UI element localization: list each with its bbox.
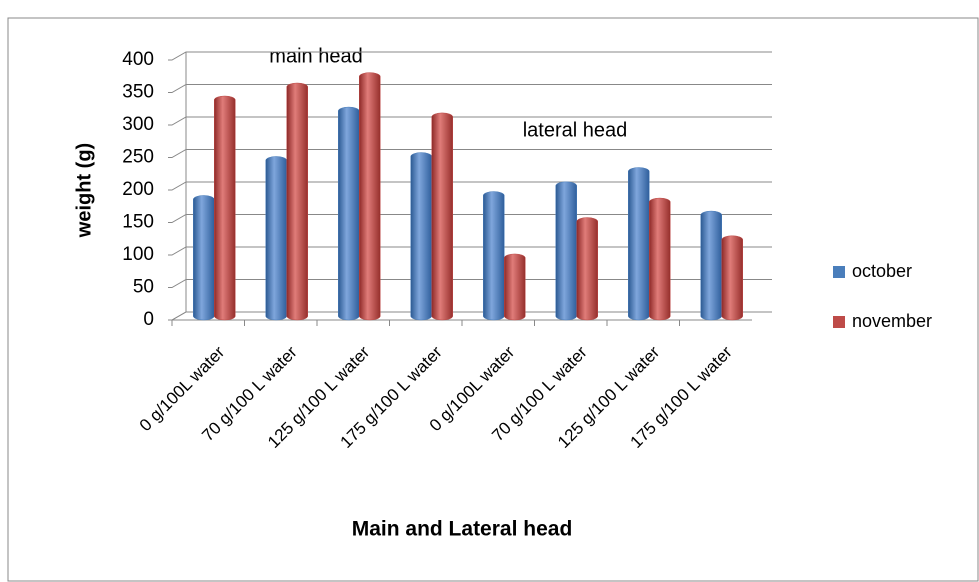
bar bbox=[214, 95, 236, 321]
grid-line bbox=[168, 149, 772, 158]
grid-line bbox=[168, 181, 772, 191]
legend-swatch bbox=[833, 266, 845, 278]
annotation: main head bbox=[269, 45, 362, 67]
y-tick-label: 400 bbox=[122, 49, 154, 70]
bar bbox=[359, 72, 381, 321]
bar bbox=[286, 82, 308, 321]
bar bbox=[410, 152, 432, 321]
legend-label: november bbox=[852, 311, 932, 331]
y-tick-label: 50 bbox=[133, 277, 154, 298]
x-axis-title: Main and Lateral head bbox=[352, 518, 573, 541]
bar bbox=[628, 167, 650, 321]
bar bbox=[700, 210, 722, 321]
bar bbox=[338, 106, 360, 321]
y-tick-label: 300 bbox=[122, 114, 154, 135]
y-tick-label: 350 bbox=[122, 82, 154, 103]
y-tick-label: 100 bbox=[122, 244, 154, 265]
annotation: lateral head bbox=[523, 119, 628, 141]
bar bbox=[504, 253, 526, 321]
grid-line bbox=[168, 214, 772, 223]
grid-line bbox=[168, 246, 772, 256]
bar bbox=[431, 112, 453, 321]
legend-label: october bbox=[852, 261, 912, 281]
grid-line bbox=[168, 279, 772, 288]
y-tick-label: 150 bbox=[122, 212, 154, 233]
legend-swatch bbox=[833, 316, 845, 328]
bar bbox=[649, 197, 671, 321]
grid-line bbox=[168, 51, 772, 61]
y-tick-label: 250 bbox=[122, 147, 154, 168]
bar bbox=[576, 217, 598, 321]
y-tick-label: 200 bbox=[122, 179, 154, 200]
y-tick-label: 0 bbox=[143, 309, 154, 330]
bar bbox=[193, 195, 215, 321]
grid-line bbox=[168, 311, 772, 321]
y-axis-title: weight (g) bbox=[73, 143, 95, 238]
bar bbox=[265, 156, 287, 321]
bar bbox=[483, 191, 505, 321]
grid-line bbox=[168, 116, 772, 126]
bar bbox=[555, 181, 577, 321]
grid-line bbox=[168, 84, 772, 93]
bar bbox=[721, 235, 743, 321]
